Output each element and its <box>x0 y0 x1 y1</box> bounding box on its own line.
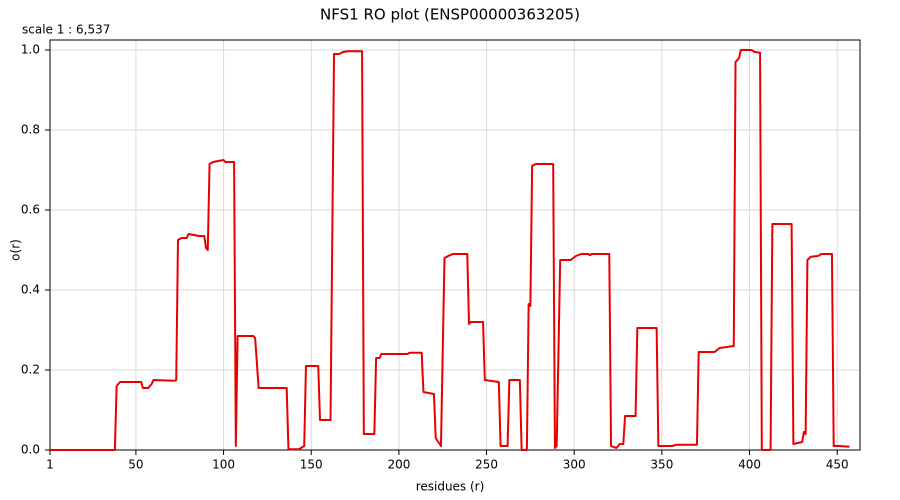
y-tick-label: 0.0 <box>21 443 40 457</box>
x-tick-label: 150 <box>300 458 323 472</box>
x-axis-label: residues (r) <box>416 480 485 494</box>
x-tick-label: 300 <box>563 458 586 472</box>
data-line <box>50 49 850 451</box>
y-tick-label: 1.0 <box>21 43 40 57</box>
x-tick-label: 450 <box>826 458 849 472</box>
y-tick-label: 0.8 <box>21 123 40 137</box>
x-tick-label: 400 <box>738 458 761 472</box>
plot-frame <box>49 39 861 451</box>
y-tick-label: 0.4 <box>21 283 40 297</box>
x-tick-label: 50 <box>128 458 143 472</box>
x-tick-label: 350 <box>650 458 673 472</box>
x-tick-label: 250 <box>475 458 498 472</box>
x-tick-label: 1 <box>46 458 54 472</box>
x-tick-label: 200 <box>387 458 410 472</box>
scale-annotation: scale 1 : 6,537 <box>22 23 110 37</box>
chart-title: NFS1 RO plot (ENSP00000363205) <box>320 6 580 24</box>
y-tick-label: 0.2 <box>21 363 40 377</box>
x-tick-label: 100 <box>212 458 235 472</box>
y-axis-label: o(r) <box>9 239 23 261</box>
y-tick-label: 0.6 <box>21 203 40 217</box>
